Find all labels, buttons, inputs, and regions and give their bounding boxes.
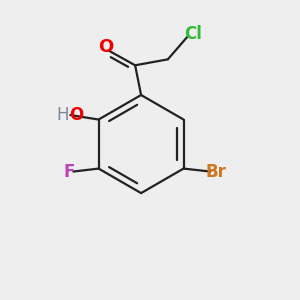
Text: Cl: Cl <box>184 25 202 43</box>
Text: O: O <box>69 106 83 124</box>
Text: H: H <box>56 106 69 124</box>
Text: Br: Br <box>206 163 227 181</box>
Text: O: O <box>98 38 114 56</box>
Text: F: F <box>63 163 75 181</box>
